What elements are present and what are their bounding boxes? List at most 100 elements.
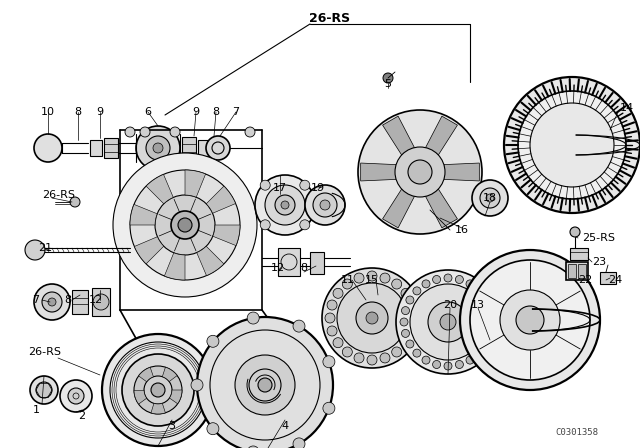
Circle shape bbox=[140, 127, 150, 137]
Bar bbox=[568, 264, 576, 278]
Circle shape bbox=[428, 302, 468, 342]
Bar bbox=[278, 248, 300, 276]
Text: 25-RS: 25-RS bbox=[582, 233, 615, 243]
Circle shape bbox=[518, 91, 626, 199]
Circle shape bbox=[25, 240, 45, 260]
Circle shape bbox=[265, 185, 305, 225]
Circle shape bbox=[305, 185, 345, 225]
Circle shape bbox=[500, 290, 560, 350]
Circle shape bbox=[470, 260, 590, 380]
Circle shape bbox=[413, 287, 421, 295]
Circle shape bbox=[102, 334, 214, 446]
Polygon shape bbox=[146, 174, 173, 204]
Bar bbox=[72, 290, 88, 314]
Circle shape bbox=[207, 335, 219, 347]
Circle shape bbox=[197, 317, 333, 448]
Circle shape bbox=[422, 356, 430, 364]
Circle shape bbox=[322, 268, 422, 368]
Circle shape bbox=[354, 353, 364, 363]
Circle shape bbox=[358, 110, 482, 234]
Circle shape bbox=[235, 355, 295, 415]
Circle shape bbox=[380, 353, 390, 363]
Circle shape bbox=[396, 270, 500, 374]
Bar bbox=[90, 140, 102, 156]
Circle shape bbox=[456, 276, 463, 284]
Circle shape bbox=[383, 73, 393, 83]
Polygon shape bbox=[130, 204, 157, 225]
Circle shape bbox=[342, 279, 352, 289]
Circle shape bbox=[482, 296, 490, 304]
Text: 14: 14 bbox=[620, 103, 634, 113]
Bar bbox=[578, 264, 586, 278]
Circle shape bbox=[146, 136, 170, 160]
Circle shape bbox=[433, 276, 440, 284]
Text: 20: 20 bbox=[443, 300, 457, 310]
Circle shape bbox=[93, 294, 109, 310]
Circle shape bbox=[530, 103, 614, 187]
Bar bbox=[566, 262, 588, 280]
Circle shape bbox=[407, 300, 417, 310]
Circle shape bbox=[401, 329, 410, 337]
Polygon shape bbox=[151, 403, 165, 414]
Polygon shape bbox=[163, 367, 177, 382]
Circle shape bbox=[245, 127, 255, 137]
Text: 18: 18 bbox=[483, 193, 497, 203]
Circle shape bbox=[475, 349, 483, 357]
Circle shape bbox=[30, 376, 58, 404]
Circle shape bbox=[406, 340, 414, 348]
Circle shape bbox=[413, 349, 421, 357]
Circle shape bbox=[144, 376, 172, 404]
Circle shape bbox=[410, 284, 486, 360]
Circle shape bbox=[433, 361, 440, 369]
Polygon shape bbox=[164, 253, 185, 280]
Circle shape bbox=[422, 280, 430, 288]
Polygon shape bbox=[185, 170, 205, 197]
Circle shape bbox=[486, 329, 495, 337]
Text: 15: 15 bbox=[365, 275, 379, 285]
Circle shape bbox=[258, 378, 272, 392]
Text: 7: 7 bbox=[232, 107, 239, 117]
Circle shape bbox=[125, 127, 135, 137]
Circle shape bbox=[472, 180, 508, 216]
Circle shape bbox=[367, 355, 377, 365]
Circle shape bbox=[333, 289, 343, 298]
Polygon shape bbox=[383, 116, 415, 155]
Circle shape bbox=[407, 326, 417, 336]
Circle shape bbox=[281, 201, 289, 209]
Polygon shape bbox=[134, 237, 164, 264]
Text: 2: 2 bbox=[79, 411, 86, 421]
Circle shape bbox=[570, 227, 580, 237]
Text: C0301358: C0301358 bbox=[555, 427, 598, 436]
Text: 8: 8 bbox=[212, 107, 220, 117]
Circle shape bbox=[327, 300, 337, 310]
Circle shape bbox=[255, 175, 315, 235]
Circle shape bbox=[325, 313, 335, 323]
Circle shape bbox=[191, 379, 203, 391]
Circle shape bbox=[488, 318, 496, 326]
Text: 4: 4 bbox=[282, 421, 289, 431]
Circle shape bbox=[113, 153, 257, 297]
Circle shape bbox=[171, 211, 199, 239]
Text: 26-RS: 26-RS bbox=[28, 347, 61, 357]
Text: 1: 1 bbox=[33, 405, 40, 415]
Circle shape bbox=[122, 354, 194, 426]
Circle shape bbox=[36, 382, 52, 398]
Polygon shape bbox=[196, 246, 224, 276]
Circle shape bbox=[260, 180, 270, 190]
Circle shape bbox=[482, 340, 490, 348]
Text: 11: 11 bbox=[341, 275, 355, 285]
Circle shape bbox=[247, 446, 259, 448]
Text: 8: 8 bbox=[65, 295, 72, 305]
Circle shape bbox=[207, 423, 219, 435]
Bar bbox=[92, 288, 110, 316]
Text: 19: 19 bbox=[311, 183, 325, 193]
Text: 12: 12 bbox=[89, 295, 103, 305]
Circle shape bbox=[406, 296, 414, 304]
Text: 9: 9 bbox=[97, 107, 104, 117]
Circle shape bbox=[136, 126, 180, 170]
Polygon shape bbox=[361, 163, 396, 181]
Circle shape bbox=[354, 273, 364, 283]
Circle shape bbox=[130, 170, 240, 280]
Circle shape bbox=[327, 326, 337, 336]
Text: 3: 3 bbox=[168, 421, 175, 431]
